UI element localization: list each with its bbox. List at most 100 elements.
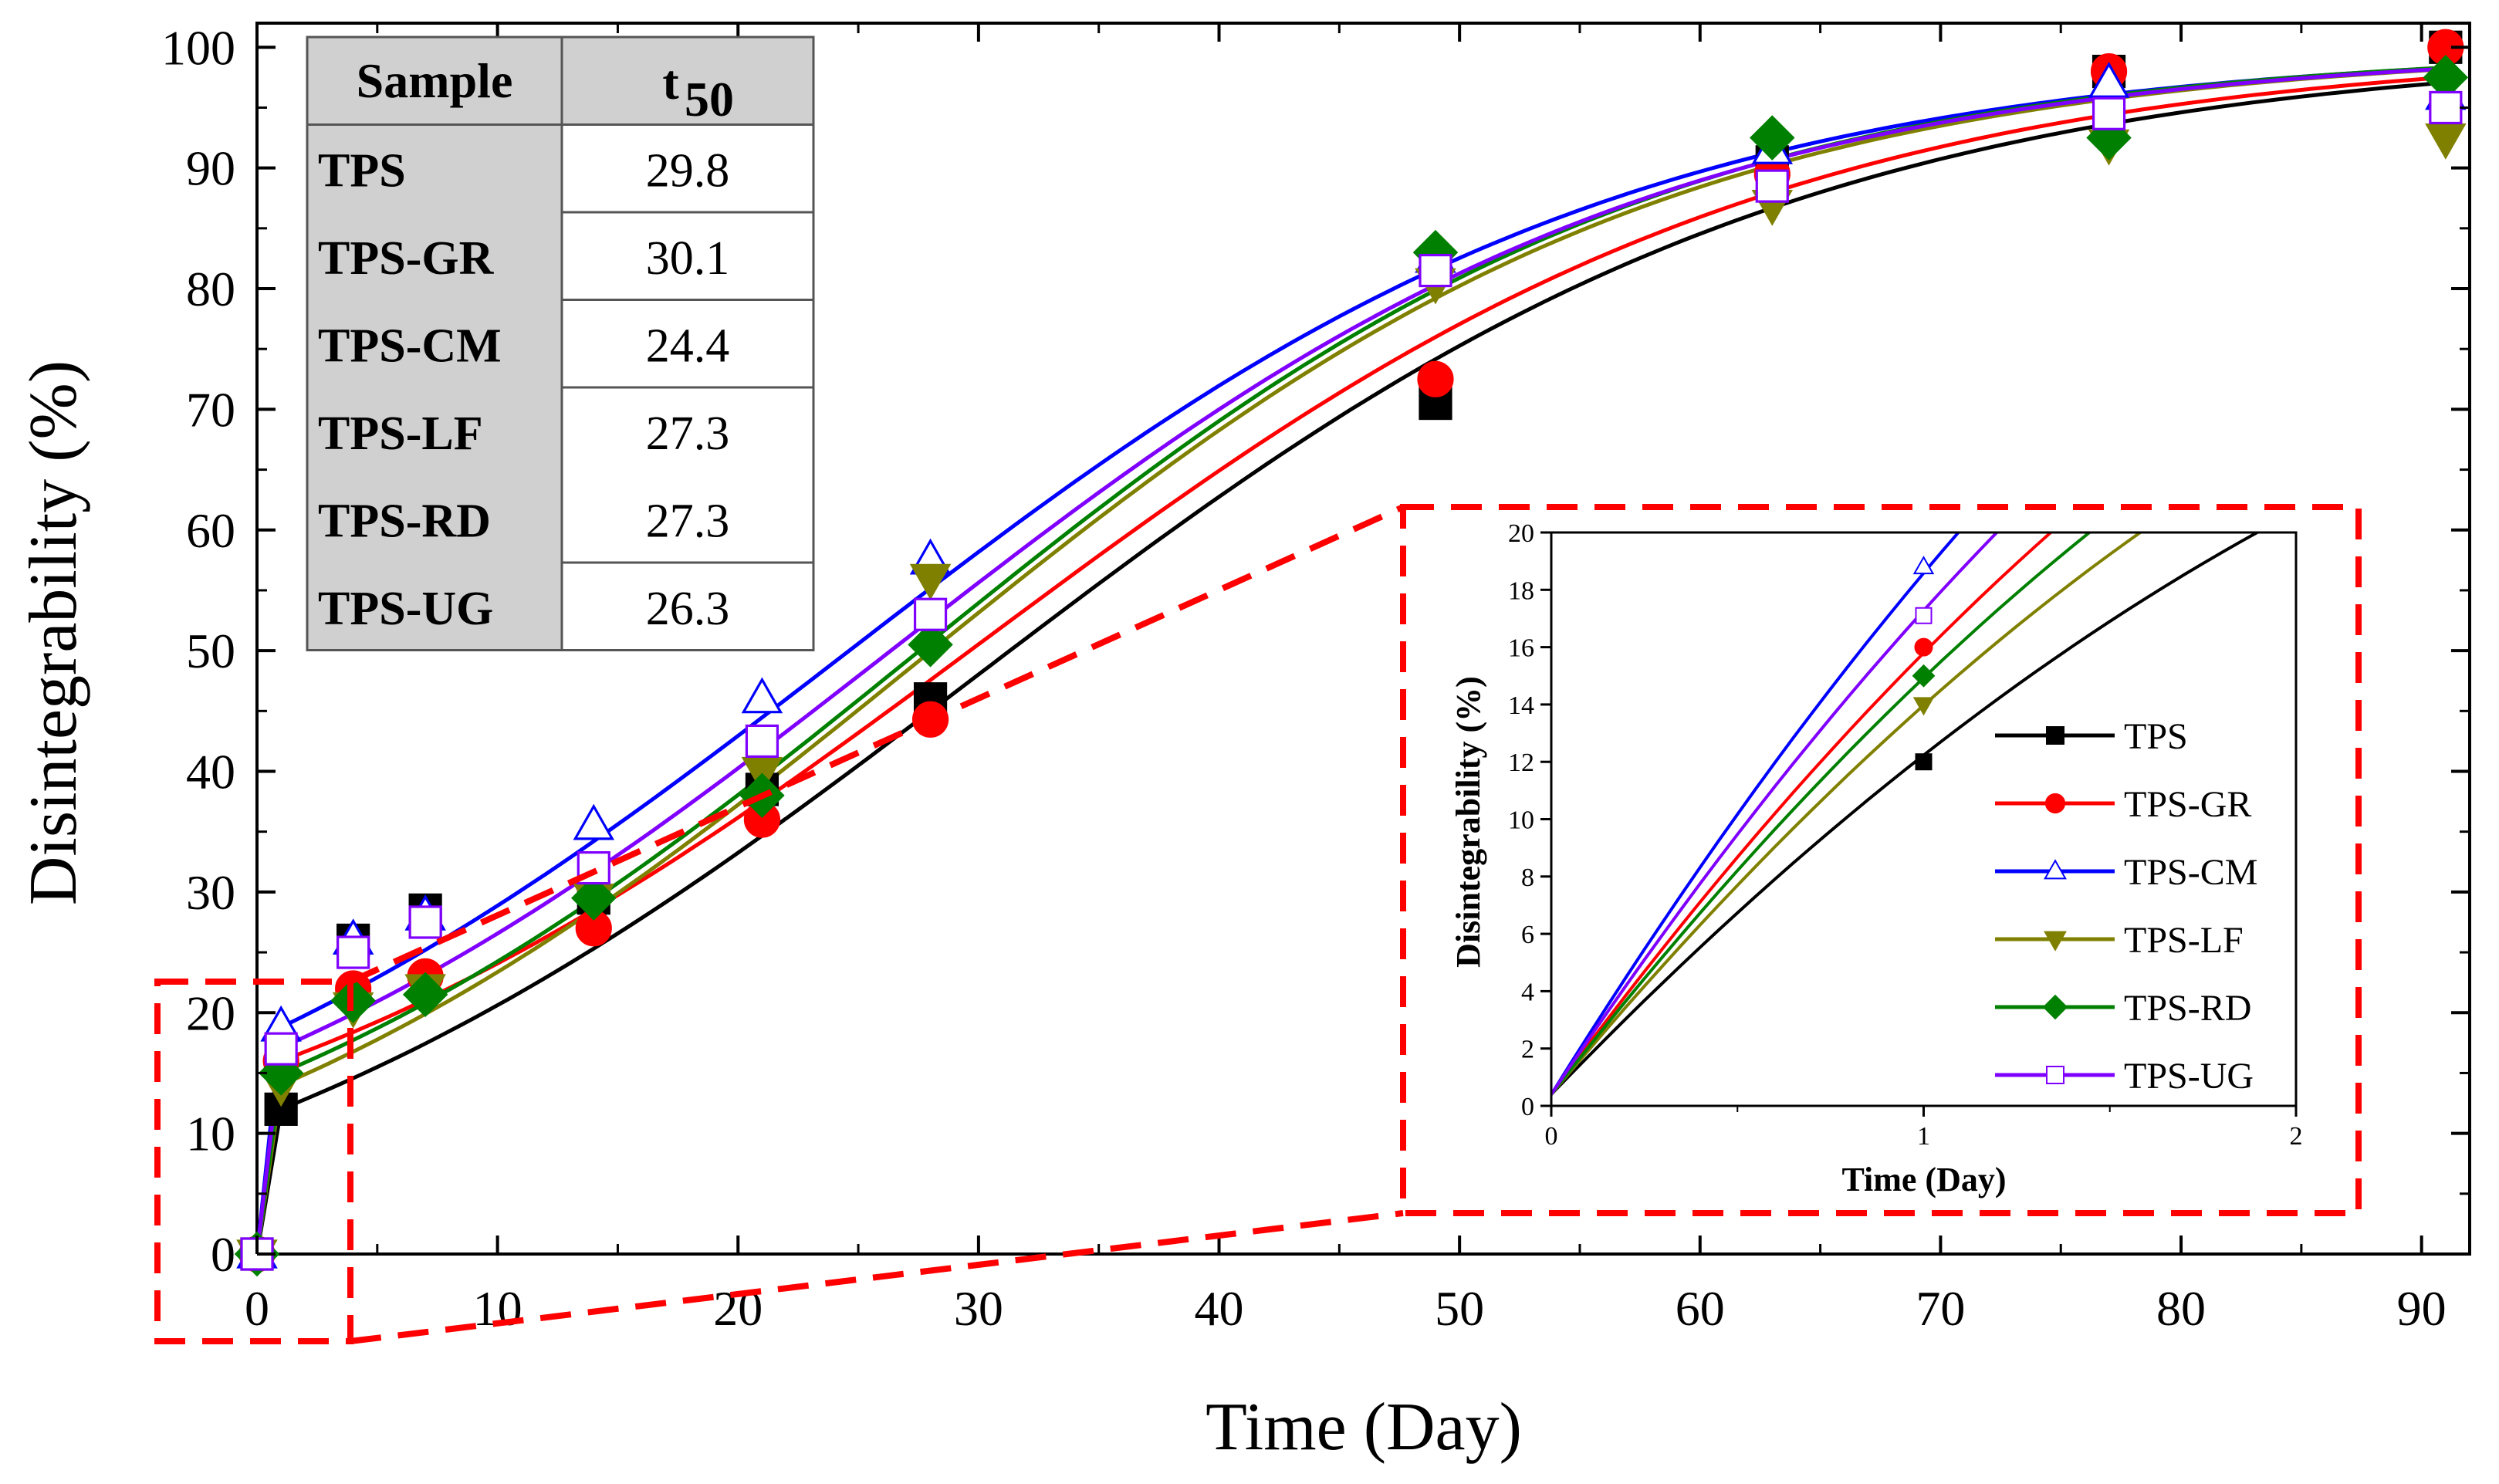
table-name-column-bg bbox=[307, 37, 562, 651]
table-header-t50: t bbox=[662, 55, 679, 110]
table-sample-name: TPS bbox=[318, 145, 406, 198]
table-sample-name: TPS-UG bbox=[318, 583, 493, 635]
inset-point-tps-cm bbox=[1912, 556, 1935, 575]
data-point-tps-ug bbox=[1755, 169, 1789, 203]
table-sample-name: TPS-RD bbox=[318, 495, 491, 548]
inset-x-tick-label: 1 bbox=[1917, 1122, 1930, 1151]
inset-y-tick-label: 6 bbox=[1521, 921, 1534, 949]
inset-x-tick-label: 2 bbox=[2290, 1122, 2303, 1151]
data-point-tps-gr bbox=[1417, 360, 1454, 397]
y-tick-label: 0 bbox=[211, 1227, 235, 1282]
x-tick-label: 60 bbox=[1676, 1281, 1725, 1336]
inset-y-tick-label: 20 bbox=[1508, 519, 1534, 548]
t50-summary-table: Sample t 50 TPS 29.8 TPS-GR 30.1 TPS-CM 24.4 TPS-… bbox=[306, 35, 815, 651]
inset-x-tick-label: 0 bbox=[1545, 1122, 1558, 1151]
y-axis-title: Disintegrability (%) bbox=[16, 360, 91, 905]
table-t50-value: 27.3 bbox=[646, 407, 730, 460]
data-point-tps-ug bbox=[2092, 96, 2126, 130]
data-point-tps-lf bbox=[2425, 123, 2467, 160]
legend-marker-tps-lf bbox=[2044, 931, 2067, 952]
data-point-tps-ug bbox=[913, 597, 948, 631]
x-tick-label: 40 bbox=[1195, 1281, 1244, 1336]
inset-y-tick-label: 16 bbox=[1508, 634, 1534, 663]
legend-marker-tps bbox=[2046, 726, 2064, 745]
y-tick-label: 10 bbox=[186, 1107, 235, 1161]
fit-line-tps bbox=[255, 80, 2447, 1255]
inset-y-tick-label: 18 bbox=[1508, 576, 1534, 605]
x-tick-label: 0 bbox=[245, 1281, 269, 1336]
table-sample-name: TPS-LF bbox=[318, 407, 483, 460]
y-tick-label: 80 bbox=[186, 262, 235, 316]
zoom-region-box bbox=[154, 979, 353, 1344]
data-point-tps-ug bbox=[1419, 253, 1452, 288]
data-point-tps-rd bbox=[402, 972, 448, 1018]
y-tick-label: 40 bbox=[186, 745, 235, 799]
main-fit-curves bbox=[255, 66, 2447, 1255]
zoom-connector-line bbox=[350, 1210, 1404, 1344]
data-point-tps-rd bbox=[908, 622, 953, 668]
data-point-tps-cm bbox=[2088, 61, 2130, 98]
table-t50-value: 30.1 bbox=[646, 232, 730, 285]
inset-y-tick-label: 12 bbox=[1508, 749, 1534, 777]
legend-label: TPS-RD bbox=[2124, 988, 2251, 1029]
legend-label: TPS-GR bbox=[2124, 784, 2251, 825]
legend-marker-tps-gr bbox=[2044, 793, 2066, 814]
inset-point-tps-ug bbox=[1915, 607, 1933, 624]
y-tick-label: 20 bbox=[186, 985, 235, 1040]
inset-y-tick-label: 10 bbox=[1508, 806, 1534, 835]
x-axis-title: Time (Day) bbox=[1206, 1390, 1522, 1465]
inset-y-tick-label: 0 bbox=[1521, 1093, 1534, 1121]
inset-point-tps-lf bbox=[1912, 697, 1935, 716]
data-point-tps-ug bbox=[745, 724, 779, 759]
inset-point-tps bbox=[1915, 753, 1933, 771]
table-header-sample: Sample bbox=[357, 53, 513, 108]
data-point-tps-ug bbox=[336, 935, 370, 969]
main-axes-box bbox=[255, 22, 2471, 1256]
table-sample-name: TPS-CM bbox=[318, 320, 502, 373]
x-tick-label: 80 bbox=[2156, 1281, 2206, 1336]
y-tick-label: 60 bbox=[186, 503, 235, 558]
legend-marker-tps-cm bbox=[2044, 859, 2067, 880]
inset-dashed-border bbox=[1400, 504, 2362, 1216]
legend-marker-tps-rd bbox=[2042, 994, 2068, 1020]
inset-y-tick-label: 2 bbox=[1521, 1036, 1534, 1064]
legend-label: TPS-UG bbox=[2124, 1056, 2254, 1097]
data-point-tps-rd bbox=[1750, 115, 1795, 161]
table-t50-value: 26.3 bbox=[646, 583, 730, 635]
inset-legend: TPS TPS-GR TPS-CM TPS-LF TPS-RD TPS-UG bbox=[1995, 716, 2257, 1097]
main-axis-ticks: 0 10 20 30 40 50 60 70 80 90010203040506070809010… bbox=[161, 20, 2470, 1336]
table-sample-name: TPS-GR bbox=[318, 232, 495, 285]
x-tick-label: 30 bbox=[954, 1281, 1003, 1336]
inset-chart: 0 1 202468101214161820TPSTPS-GRTPS-CMTPS-L… bbox=[1508, 519, 2303, 1151]
inset-x-axis-title: Time (Day) bbox=[1841, 1161, 2006, 1198]
data-point-tps-ug bbox=[2429, 90, 2463, 125]
data-point-tps-cm bbox=[573, 803, 615, 840]
data-point-tps-cm bbox=[741, 677, 783, 714]
x-tick-label: 90 bbox=[2397, 1281, 2447, 1336]
table-border bbox=[306, 35, 815, 651]
x-tick-label: 10 bbox=[473, 1281, 522, 1336]
y-tick-label: 50 bbox=[186, 624, 235, 678]
zoom-connector-line-2 bbox=[349, 504, 1405, 985]
y-tick-label: 70 bbox=[186, 382, 235, 437]
data-point-tps-rd bbox=[571, 875, 617, 921]
inset-y-tick-label: 14 bbox=[1508, 691, 1534, 720]
fit-line-tps-ug bbox=[255, 66, 2446, 1255]
table-t50-value: 27.3 bbox=[646, 495, 730, 548]
table-header-bg bbox=[562, 37, 813, 125]
legend-label: TPS-LF bbox=[2124, 920, 2244, 961]
main-plot-frame bbox=[255, 22, 2471, 1256]
legend-label: TPS bbox=[2124, 716, 2188, 757]
data-point-tps-ug bbox=[264, 1032, 298, 1066]
x-tick-label: 50 bbox=[1435, 1281, 1484, 1336]
legend-marker-tps-ug bbox=[2046, 1066, 2064, 1084]
table-header-t50-subscript: 50 bbox=[685, 72, 734, 127]
inset-point-tps-rd bbox=[1912, 664, 1936, 688]
table-t50-value: 24.4 bbox=[646, 320, 730, 373]
inset-y-tick-label: 8 bbox=[1521, 864, 1534, 892]
fit-line-tps-gr bbox=[255, 75, 2446, 1255]
data-point-tps-ug bbox=[408, 905, 442, 939]
legend-label: TPS-CM bbox=[2124, 852, 2257, 893]
inset-point-tps-gr bbox=[1914, 637, 1933, 657]
